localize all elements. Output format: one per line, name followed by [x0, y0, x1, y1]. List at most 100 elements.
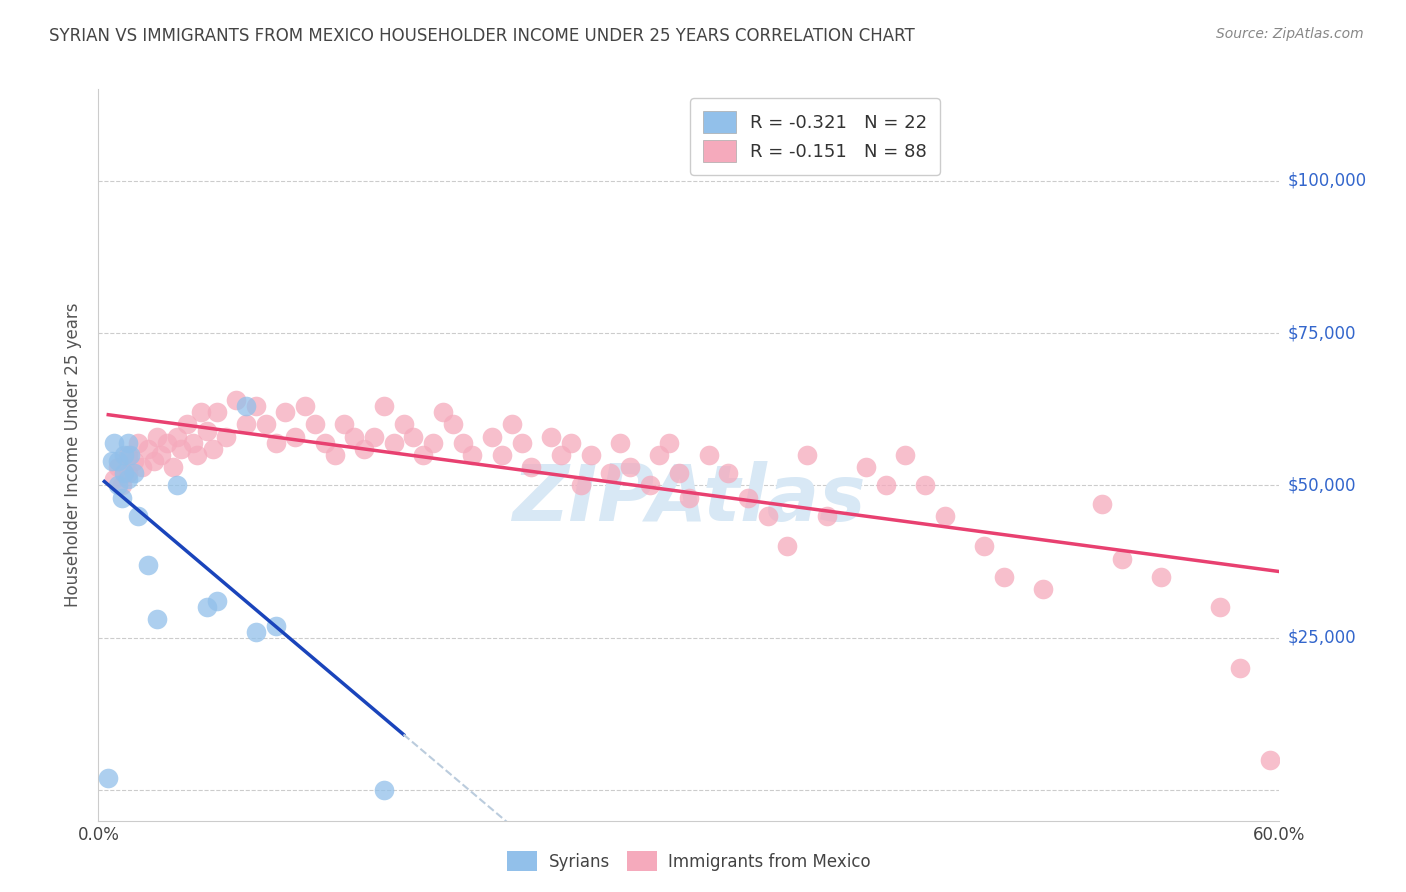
Point: [136, 558, 159, 572]
Point: [510, 435, 533, 450]
Point: [737, 491, 759, 505]
Point: [323, 448, 346, 462]
Point: [117, 466, 139, 480]
Point: [934, 508, 956, 523]
Point: [103, 435, 125, 450]
Point: [264, 435, 287, 450]
Point: [373, 783, 395, 797]
Point: [235, 417, 257, 432]
Point: [914, 478, 936, 492]
Point: [254, 417, 277, 432]
Point: [122, 466, 145, 480]
Point: [245, 399, 267, 413]
Point: [1258, 753, 1281, 767]
Point: [520, 460, 543, 475]
Point: [422, 435, 444, 450]
Text: $100,000: $100,000: [1288, 171, 1367, 190]
Point: [146, 430, 169, 444]
Point: [412, 448, 434, 462]
Point: [609, 435, 631, 450]
Point: [461, 448, 484, 462]
Point: [973, 539, 995, 553]
Point: [875, 478, 897, 492]
Point: [796, 448, 818, 462]
Point: [648, 448, 671, 462]
Point: [111, 491, 134, 505]
Point: [343, 430, 366, 444]
Point: [1209, 600, 1232, 615]
Point: [579, 448, 602, 462]
Point: [195, 600, 218, 615]
Point: [136, 442, 159, 456]
Point: [117, 448, 139, 462]
Point: [678, 491, 700, 505]
Point: [993, 570, 1015, 584]
Point: [432, 405, 454, 419]
Point: [697, 448, 720, 462]
Point: [117, 435, 139, 450]
Point: [392, 417, 415, 432]
Point: [658, 435, 681, 450]
Text: $75,000: $75,000: [1288, 324, 1357, 342]
Point: [1111, 551, 1133, 566]
Point: [101, 454, 124, 468]
Point: [373, 399, 395, 413]
Point: [776, 539, 799, 553]
Point: [1032, 582, 1054, 596]
Point: [402, 430, 425, 444]
Point: [150, 448, 173, 462]
Point: [112, 466, 135, 480]
Point: [215, 430, 238, 444]
Point: [156, 435, 179, 450]
Point: [122, 454, 145, 468]
Text: $50,000: $50,000: [1288, 476, 1357, 494]
Point: [560, 435, 582, 450]
Point: [195, 424, 218, 438]
Point: [176, 417, 198, 432]
Point: [118, 448, 141, 462]
Point: [166, 430, 188, 444]
Text: ZIPAtlas: ZIPAtlas: [512, 461, 866, 537]
Point: [815, 508, 838, 523]
Point: [97, 771, 120, 785]
Point: [205, 405, 228, 419]
Point: [353, 442, 375, 456]
Point: [107, 460, 129, 475]
Point: [756, 508, 779, 523]
Point: [235, 399, 257, 413]
Point: [550, 448, 572, 462]
Text: SYRIAN VS IMMIGRANTS FROM MEXICO HOUSEHOLDER INCOME UNDER 25 YEARS CORRELATION C: SYRIAN VS IMMIGRANTS FROM MEXICO HOUSEHO…: [49, 27, 915, 45]
Text: Source: ZipAtlas.com: Source: ZipAtlas.com: [1216, 27, 1364, 41]
Point: [638, 478, 661, 492]
Point: [382, 435, 405, 450]
Point: [142, 454, 165, 468]
Point: [284, 430, 307, 444]
Point: [131, 460, 153, 475]
Point: [112, 448, 135, 462]
Point: [186, 448, 208, 462]
Point: [1229, 661, 1251, 675]
Point: [599, 466, 621, 480]
Point: [166, 478, 188, 492]
Point: [111, 478, 134, 492]
Point: [501, 417, 523, 432]
Point: [1091, 497, 1114, 511]
Point: [103, 472, 125, 486]
Point: [294, 399, 316, 413]
Point: [201, 442, 224, 456]
Point: [162, 460, 184, 475]
Point: [146, 613, 169, 627]
Point: [127, 435, 149, 450]
Point: [225, 392, 247, 407]
Point: [245, 624, 267, 639]
Point: [363, 430, 385, 444]
Point: [668, 466, 690, 480]
Point: [481, 430, 503, 444]
Point: [619, 460, 641, 475]
Point: [540, 430, 562, 444]
Point: [107, 454, 129, 468]
Point: [451, 435, 474, 450]
Legend: Syrians, Immigrants from Mexico: Syrians, Immigrants from Mexico: [501, 845, 877, 878]
Point: [333, 417, 356, 432]
Y-axis label: Householder Income Under 25 years: Householder Income Under 25 years: [65, 302, 83, 607]
